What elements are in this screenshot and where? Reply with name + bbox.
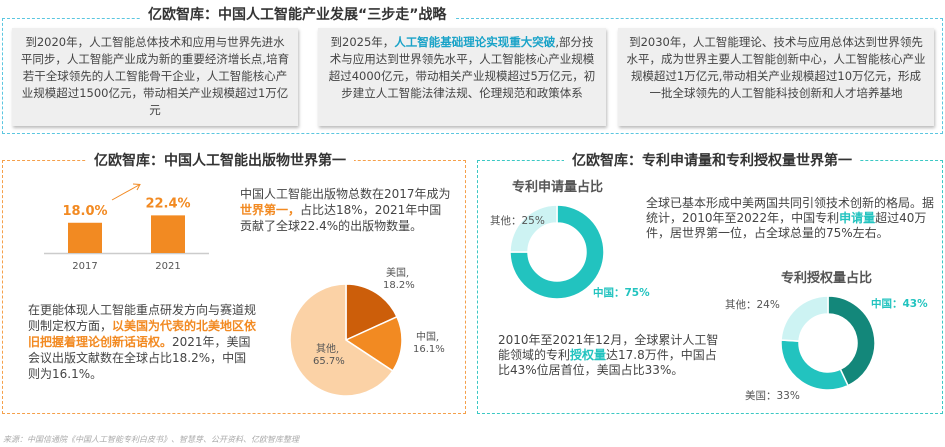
text-segment: 全球已基本形成中美两国共同引领技术创新的格局。据统计，2010年至2022年，中… xyxy=(646,196,935,225)
x-tick-label: 2021 xyxy=(155,261,180,272)
bar xyxy=(68,222,102,253)
slice-中国 xyxy=(827,295,876,387)
donut1-title: 专利申请量占比 xyxy=(512,180,604,195)
donut2-title: 专利授权量占比 xyxy=(781,271,873,286)
highlight-text: 人工智能基础理论实现重大突破 xyxy=(394,35,556,49)
bar xyxy=(151,215,185,253)
pie-label-name: 其他, xyxy=(316,342,339,355)
trend-arrow xyxy=(111,184,140,201)
text-segment: 到2030年，人工智能理论、技术与应用总体达到世界领先水平，成为世界主要人工智能… xyxy=(626,35,926,100)
slice-其他 xyxy=(780,295,829,342)
arrow-head xyxy=(132,183,141,191)
highlight-text: 申请量 xyxy=(839,211,876,225)
donut-label: 其他：25% xyxy=(490,214,545,227)
bar-data-label: 22.4% xyxy=(145,196,190,211)
strategy-box xyxy=(2,18,943,134)
highlight-text: 授权量 xyxy=(570,348,607,362)
text-segment: 占比达18%，2021年中国贡献了全球22.4%的出版物数量。 xyxy=(240,203,442,233)
pie-label-value: 16.1% xyxy=(413,344,445,355)
donut-label: 美国：33% xyxy=(745,389,800,402)
x-tick-label: 2017 xyxy=(72,261,97,272)
text-segment: 达17.8万件，中国占比43%位居首位，美国占比33%。 xyxy=(498,348,717,377)
donut-label: 中国：43% xyxy=(871,297,928,310)
slice-中国 xyxy=(509,204,605,300)
publication-title: 亿欧智库：中国人工智能出版物世界第一 xyxy=(86,150,354,170)
highlight-text: 世界第一， xyxy=(240,203,301,217)
publication-text-2: 在更能体现人工智能重点研发方向与赛道规则制定权方面，以美国为代表的北美地区依旧把… xyxy=(28,302,258,382)
card-2030: 到2030年，人工智能理论、技术与应用总体达到世界领先水平，成为世界主要人工智能… xyxy=(618,28,934,126)
text-segment: 2010年至2021年12月，全球累计人工智能领域的专利 xyxy=(498,333,719,362)
patent-title: 亿欧智库：专利申请量和专利授权量世界第一 xyxy=(564,150,860,170)
pie-label-value: 18.2% xyxy=(383,280,415,291)
text-segment: 到2025年， xyxy=(330,35,395,49)
pie-label-name: 美国, xyxy=(386,266,409,279)
source-note: 来源：中国信通院《中国人工智能专利白皮书》、智慧芽、公开资料、亿欧智库整理 xyxy=(3,435,299,444)
slice-中国 xyxy=(344,315,403,372)
patent-text-2: 2010年至2021年12月，全球累计人工智能领域的专利授权量达17.8万件，中… xyxy=(498,333,720,378)
card-2025: 到2025年，人工智能基础理论实现重大突破,部分技术与应用达到世界领先水平，人工… xyxy=(318,28,606,126)
text-segment: 2021年，美国会议出版文献数在全球占比18.2%，中国则为16.1%。 xyxy=(28,335,251,381)
strategy-title: 亿欧智库：中国人工智能产业发展“三步走”战略 xyxy=(140,4,455,24)
text-segment: 在更能体现人工智能重点研发方向与赛道规则制定权方面， xyxy=(28,303,257,333)
pie-label-name: 中国, xyxy=(416,330,439,343)
slice-美国 xyxy=(345,283,398,342)
donut-label: 中国：75% xyxy=(593,286,650,299)
slice-美国 xyxy=(780,339,850,391)
text-segment: 到2020年，人工智能总体技术和应用与世界先进水平同步，人工智能产业成为新的重要… xyxy=(20,35,290,117)
patent-text-1: 全球已基本形成中美两国共同引领技术创新的格局。据统计，2010年至2022年，中… xyxy=(646,196,938,241)
pie-label-value: 65.7% xyxy=(313,356,345,367)
slice-其他 xyxy=(509,204,558,253)
highlight-text: 以美国为代表的北美地区依旧把握着理论创新话语权。 xyxy=(28,319,257,349)
card-2020: 到2020年，人工智能总体技术和应用与世界先进水平同步，人工智能产业成为新的重要… xyxy=(12,28,298,126)
publication-text-1: 中国人工智能出版物总数在2017年成为世界第一，占比达18%，2021年中国贡献… xyxy=(240,186,452,234)
text-segment: ,部分技术与应用达到世界领先水平，人工智能核心产业规模超过4000亿元，带动相关… xyxy=(328,35,596,100)
text-segment: 超过40万件，居世界第一位，占全球总量的75%左右。 xyxy=(646,211,927,240)
donut-label: 其他：24% xyxy=(725,298,780,311)
bar-data-label: 18.0% xyxy=(62,204,107,219)
slice-其他 xyxy=(289,283,394,397)
text-segment: 中国人工智能出版物总数在2017年成为 xyxy=(240,187,451,201)
